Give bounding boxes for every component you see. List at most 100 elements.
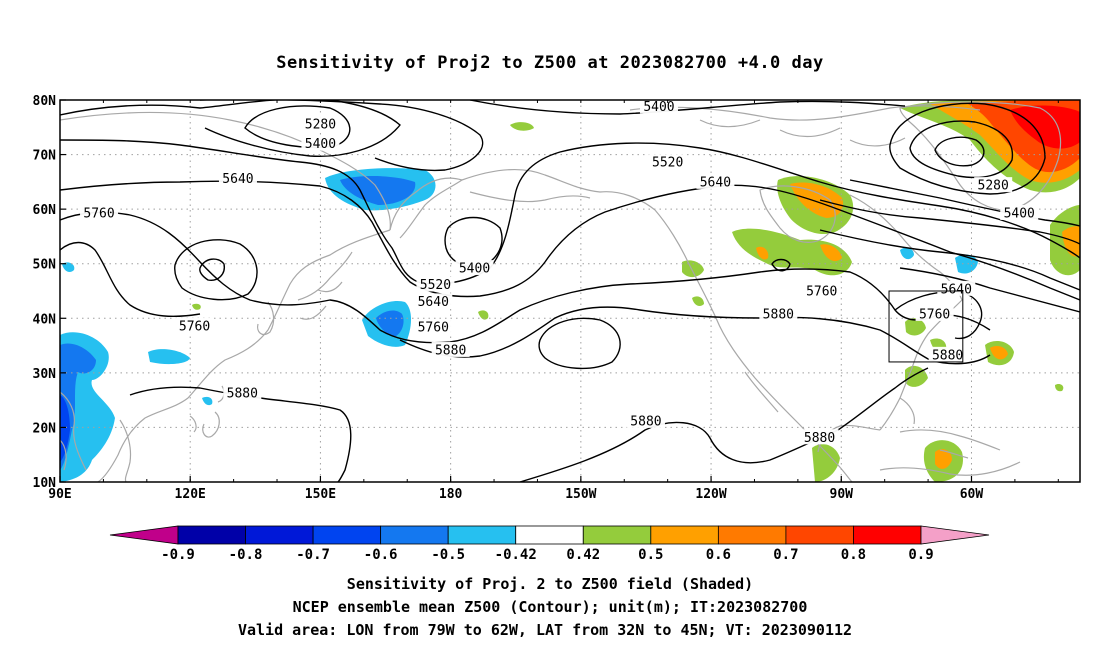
contour-label-bg [416,276,455,292]
contour-label-bg [1000,204,1039,220]
lon-tick-label: 60W [960,487,984,502]
contour-5640-main [60,180,1080,301]
lat-tick-label: 60N [33,203,57,218]
contour-label: 5280 [978,179,1009,194]
lat-tick-label: 80N [33,94,57,109]
contour-label-bg [974,177,1013,193]
contour-label-bg [802,283,841,298]
colorbar-level-label: 0.6 [706,547,731,563]
contour-label: 5880 [630,414,661,429]
contour-label: 5520 [652,156,683,171]
contour-label: 5880 [435,343,466,358]
contour-5400-north-2 [200,100,484,172]
valid-area-box [888,290,964,363]
coast-canada-north [629,105,981,121]
lat-tick-label: 30N [33,367,57,382]
lon-tick-label: 120W [695,487,726,502]
colorbar-level-label: -0.42 [495,547,537,563]
contour-label: 5760 [919,307,950,322]
contour-label-bg [639,100,678,114]
shade-negative-south-china [148,349,190,365]
lat-tick-label: 40N [33,312,57,327]
contour-label-bg [218,170,257,186]
shade-positive-small-d [1055,383,1064,392]
colorbar-level-label: -0.5 [431,547,465,563]
shade-positive-greatlakes [682,260,704,278]
contour-label-bg [455,260,494,276]
coast-east-asia [97,229,391,482]
coast-aleutians [469,191,591,203]
shade-positive-caribbean-orange [935,449,952,469]
contour-low-japan-inner [199,258,225,281]
contour-5880-subtropical [519,367,929,482]
contour-small-low [771,258,791,272]
contour-label-bg [759,305,798,321]
contour-label: 5400 [305,137,336,152]
colorbar-box [380,525,449,545]
contour-label-bg [414,293,453,309]
lon-tick-label: 120E [175,487,206,502]
coast-india [60,391,87,471]
lon-tick-label: 150E [305,487,336,502]
colorbar-box [177,525,246,545]
coast-baja [744,371,779,413]
shade-positive-small-a [692,296,704,306]
map-frame [59,99,1081,483]
lon-tick-label: 180 [439,487,463,502]
contour-5280-west-low [244,105,351,148]
contour-low-arctic-outer [889,102,1046,195]
shade-positive-small-e [192,303,201,310]
coast-us-east [879,299,963,431]
contour-5760-east-bend [894,290,983,340]
lon-tick-label: 90W [830,487,854,502]
caption-line-3: Valid area: LON from 79W to 62W, LAT fro… [238,621,852,639]
lat-tick-label: 10N [33,476,57,491]
colorbar-box [447,525,517,545]
shade-negative-small-3 [900,247,914,260]
shade-positive-labrador-orange2 [820,244,842,262]
lat-tick-label: 50N [33,258,57,273]
shade-positive-mexico [812,444,840,482]
contour-5520-east [819,229,1080,291]
contour-label-bg [696,173,735,189]
contour-label: 5760 [806,285,837,300]
colorbar: -0.9 -0.8 -0.7 -0.6 -0.5 -0.42 0.42 0.5 0.6 0.7 0.… [109,525,990,563]
coast-hudson-bay [759,185,836,243]
contour-low-arctic-inner [909,120,1014,179]
contour-label-bg [80,204,119,220]
shade-positive-valid-area [905,318,926,336]
colorbar-box [582,525,652,545]
shade-negative-small-2 [202,396,213,406]
contour-label: 5400 [1004,206,1035,221]
caption-line-2: NCEP ensemble mean Z500 (Contour); unit(… [293,598,808,616]
map-area: 5400 5280 5400 5520 5640 5640 5280 5760 5400 5400… [60,100,1080,482]
colorbar-level-label: 0.5 [638,547,663,563]
colorbar-level-label: -0.9 [161,547,195,563]
colorbar-box [245,525,314,545]
contour-5880-high [538,317,621,370]
contour-5760-asia-west [60,241,201,318]
coast-north-america-west [654,209,853,482]
sensitivity-shading [60,100,1080,482]
shade-positive-arctic-red [1010,105,1080,149]
contour-label-bg [431,341,470,357]
lat-tick-label: 20N [33,421,57,436]
colorbar-box [650,525,719,545]
shade-positive-small-b [510,122,534,131]
coast-philippines [189,411,220,438]
contour-label-bg [928,346,967,362]
coast-indochina [119,419,132,482]
coastlines [60,101,1062,482]
colorbar-box [717,525,787,545]
contour-label-bg [301,135,340,151]
shade-positive-small-c [478,310,489,320]
colorbar-level-label: -0.6 [364,547,398,563]
contour-label-bg [648,154,687,170]
contour-label-bg [915,305,954,321]
contour-label: 5880 [804,431,835,446]
z500-contours [60,100,1080,482]
contour-low-arctic-core [934,136,985,167]
coast-alaska [461,168,656,211]
contour-5880-south [129,386,352,482]
shade-negative-pacific-core [376,310,404,337]
